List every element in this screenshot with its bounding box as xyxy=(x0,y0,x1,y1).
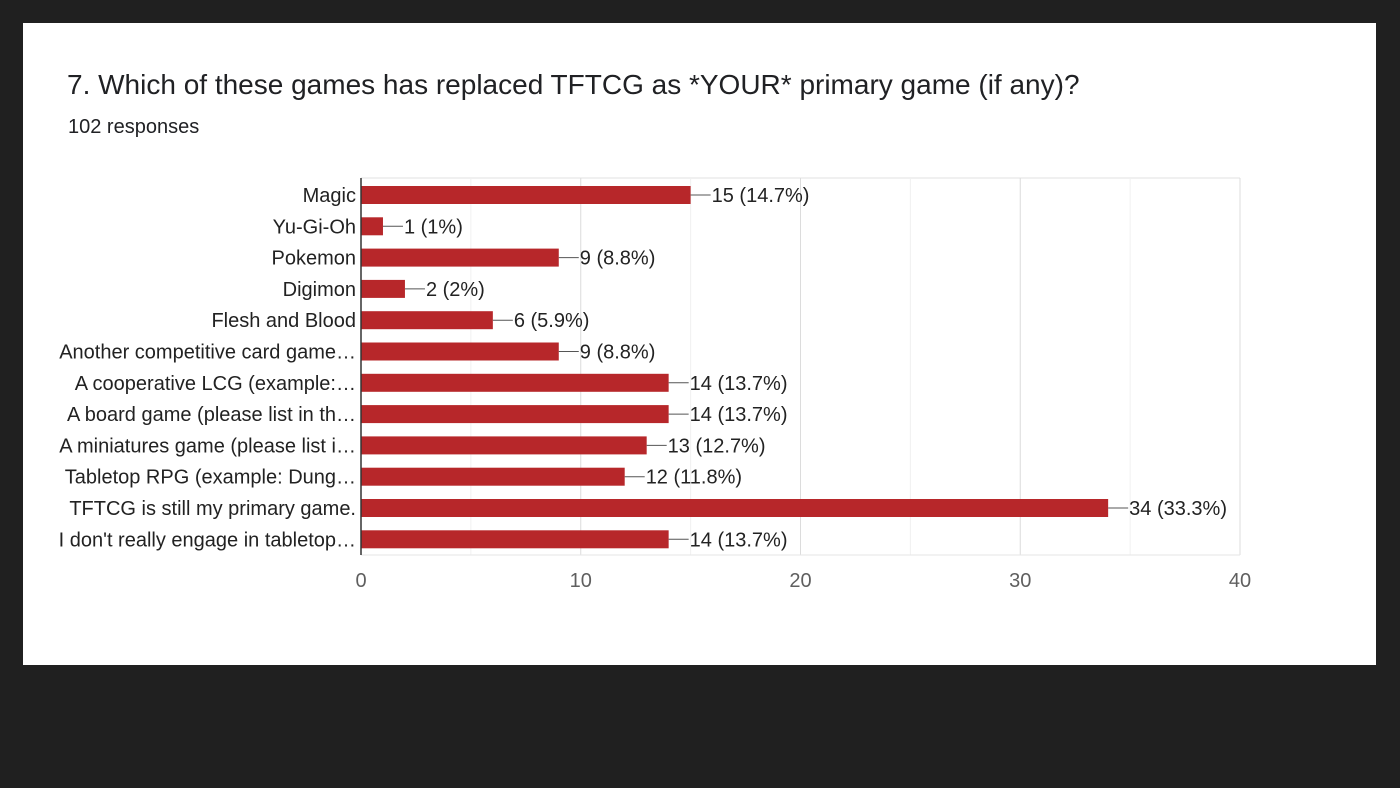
category-label: Digimon xyxy=(283,279,356,301)
category-label: Magic xyxy=(303,185,356,207)
bar xyxy=(361,186,691,204)
category-label: TFTCG is still my primary game. xyxy=(69,498,356,520)
data-label: 15 (14.7%) xyxy=(712,185,810,207)
bar xyxy=(361,499,1109,517)
bar xyxy=(361,405,669,424)
x-tick-label: 40 xyxy=(1229,570,1251,592)
bar xyxy=(361,248,559,267)
category-label: Yu-Gi-Oh xyxy=(273,216,356,238)
category-label: A cooperative LCG (example:… xyxy=(75,373,356,395)
data-label: 14 (13.7%) xyxy=(690,529,788,551)
bar xyxy=(361,436,647,455)
data-label: 34 (33.3%) xyxy=(1129,498,1227,520)
category-label: Tabletop RPG (example: Dung… xyxy=(65,467,356,489)
data-label: 13 (12.7%) xyxy=(668,435,766,457)
bar xyxy=(361,217,383,236)
category-label: A miniatures game (please list i… xyxy=(59,435,356,457)
bar xyxy=(361,467,625,486)
category-label: Flesh and Blood xyxy=(211,310,356,332)
question-title: 7. Which of these games has replaced TFT… xyxy=(67,69,1080,100)
x-tick-label: 10 xyxy=(570,570,592,592)
x-tick-label: 0 xyxy=(355,570,366,592)
category-label: I don't really engage in tabletop… xyxy=(59,529,356,551)
data-label: 6 (5.9%) xyxy=(514,310,590,332)
data-label: 9 (8.8%) xyxy=(580,248,656,270)
category-label: Pokemon xyxy=(272,248,357,270)
response-count: 102 responses xyxy=(68,116,200,138)
data-label: 14 (13.7%) xyxy=(690,373,788,395)
category-label: Another competitive card game… xyxy=(59,342,356,364)
bar-chart: Magic 15 (14.7%) Yu-Gi-Oh 1 (1%) Pokemon 9 (8… xyxy=(59,177,1251,592)
chart-card: 7. Which of these games has replaced TFT… xyxy=(23,23,1376,665)
bar xyxy=(361,342,559,361)
x-tick-label: 20 xyxy=(789,570,811,592)
x-tick-label: 30 xyxy=(1009,570,1031,592)
data-label: 12 (11.8%) xyxy=(646,467,742,489)
bar xyxy=(361,311,493,330)
data-label: 1 (1%) xyxy=(404,216,463,238)
bar xyxy=(361,279,405,298)
data-label: 2 (2%) xyxy=(426,279,485,301)
bar xyxy=(361,530,669,549)
category-label: A board game (please list in th… xyxy=(67,404,356,426)
data-label: 9 (8.8%) xyxy=(580,342,656,364)
data-label: 14 (13.7%) xyxy=(690,404,788,426)
bar xyxy=(361,373,669,392)
